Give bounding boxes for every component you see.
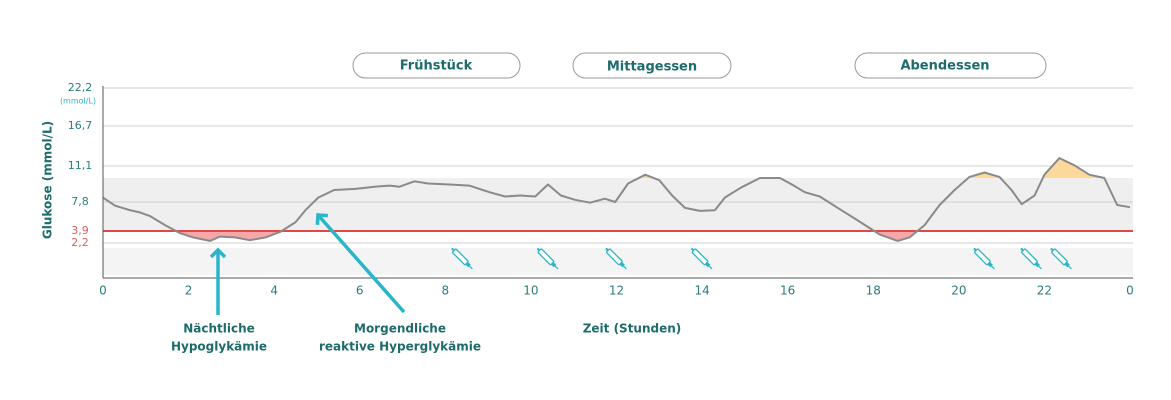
x-tick-label: 10 [523,284,538,298]
x-tick-label: 0 [99,284,107,298]
y-tick-label: 22,2 [68,81,93,94]
pen-needle [1068,265,1072,270]
pen-cap [1034,261,1040,268]
x-tick-label: 20 [951,284,966,298]
pen-button [451,247,455,252]
annotation: Hypoglykämie [171,340,267,354]
pen-button [1050,247,1054,252]
x-axis-label: Zeit (Stunden) [583,322,682,336]
pen-button [1020,247,1024,252]
pen-cap [551,261,557,268]
insulin-pen [690,247,713,270]
annotation-arrow [315,213,406,314]
x-tick-label: 6 [356,284,364,298]
pen-cap [705,261,711,268]
meal-label: Abendessen [854,52,1047,79]
insulin-pen [973,247,995,270]
x-tick-label: 16 [780,284,795,298]
pen-button [605,247,609,252]
pen-cap [1064,261,1070,268]
plot: 2,23,9 7,8 11,1 16,7 22,2 0 2 4 6 8 10 12 14 16 18 20 22… [68,81,1134,298]
svg-text:Frühstück: Frühstück [400,59,473,74]
y-tick-label: 2,2 [71,236,89,249]
pen-needle [554,265,559,270]
y-tick-label: 11,1 [68,159,93,172]
pen-needle [991,265,995,270]
x-tick-label: 8 [442,284,450,298]
x-tick-label: 22 [1037,284,1052,298]
insulin-pen [605,247,627,270]
pen-needle [1038,265,1042,270]
annotation: Nächtliche [183,322,255,336]
pen-cap [987,261,993,268]
insulin-pen [451,247,473,270]
annotation: Morgendliche [354,322,446,336]
y-tick-label: 3,9 [71,224,89,237]
insulin-pen [1020,247,1042,270]
meal-label: Frühstück [352,52,521,79]
x-tick-label: 18 [866,284,881,298]
pen-button [690,247,695,252]
meal-label: Mittagessen [572,52,732,79]
pen-button [973,247,977,252]
svg-text:Mittagessen: Mittagessen [607,60,697,75]
svg-text:Abendessen: Abendessen [900,59,989,74]
insulin-pen [1050,247,1072,270]
y-tick-label: 16,7 [68,119,93,132]
y-unit: (mmol/L) [60,97,96,106]
y-tick-label: 7,8 [71,195,89,208]
target-band [103,178,1133,231]
annotation: reaktive Hyperglykämie [319,340,481,354]
x-tick-label: 12 [609,284,624,298]
pen-button [536,247,541,252]
y-axis-label: Glukose (mmol/L) [41,121,55,239]
x-tick-label: 2 [185,284,193,298]
glucose-line [102,157,1131,242]
pen-cap [619,261,625,268]
x-tick-label: 14 [694,284,709,298]
pen-needle [623,265,627,270]
insulin-pen [536,247,559,270]
pen-needle [708,265,713,270]
pen-cap [465,261,471,268]
x-tick-label: 4 [270,284,278,298]
pen-needle [469,265,473,270]
x-tick-label: 0 [1126,284,1134,298]
